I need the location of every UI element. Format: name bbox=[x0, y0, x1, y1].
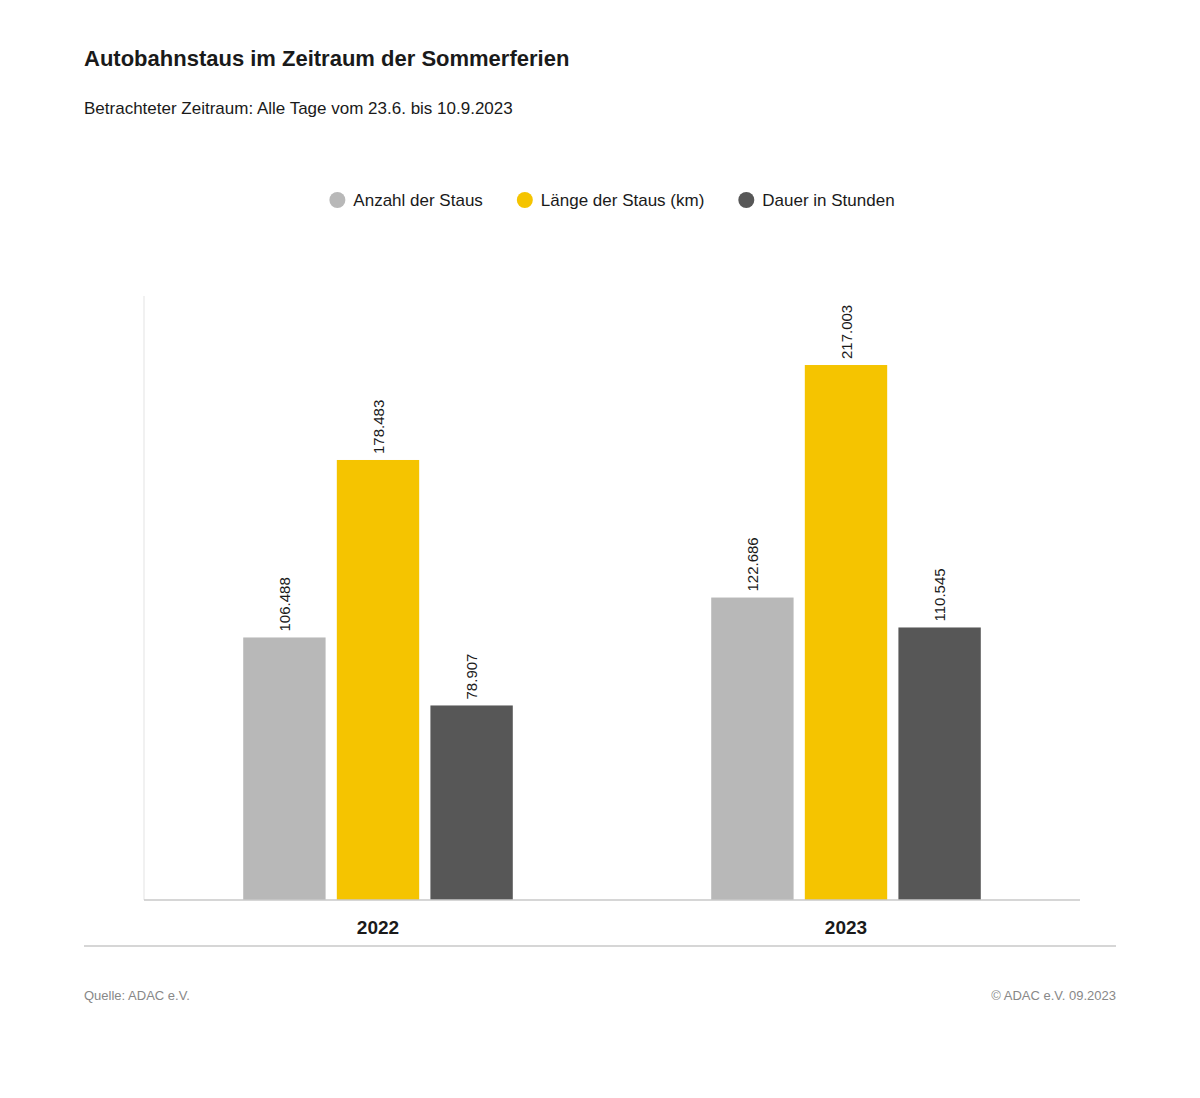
data-label: 217.003 bbox=[838, 305, 855, 359]
data-label: 122.686 bbox=[744, 537, 761, 591]
legend-label: Dauer in Stunden bbox=[762, 191, 894, 210]
subtitle: Betrachteter Zeitraum: Alle Tage vom 23.… bbox=[84, 99, 513, 118]
y-axis-line bbox=[144, 296, 145, 900]
legend-marker bbox=[738, 192, 754, 208]
footer-separator bbox=[84, 945, 1116, 947]
x-tick-label: 2023 bbox=[825, 917, 867, 938]
x-tick-label: 2022 bbox=[357, 917, 399, 938]
legend-item: Dauer in Stunden bbox=[738, 191, 894, 210]
data-labels: 106.488 178.483 78.907 122.686 217.003 110.54… bbox=[276, 305, 948, 700]
bar bbox=[243, 637, 325, 900]
chart: Autobahnstaus im Zeitraum der Sommerferi… bbox=[0, 0, 1200, 1098]
data-label: 78.907 bbox=[463, 654, 480, 700]
data-label: 178.483 bbox=[370, 400, 387, 454]
bars bbox=[243, 365, 981, 900]
axes: 2022 2023 bbox=[144, 296, 1080, 938]
legend-marker bbox=[517, 192, 533, 208]
legend-label: Länge der Staus (km) bbox=[541, 191, 704, 210]
legend: Anzahl der Staus Länge der Staus (km) Daue… bbox=[329, 191, 894, 210]
data-label: 110.545 bbox=[931, 568, 948, 621]
bar bbox=[805, 365, 887, 900]
legend-item: Länge der Staus (km) bbox=[517, 191, 704, 210]
background bbox=[0, 0, 1200, 1098]
bar bbox=[337, 460, 419, 900]
x-axis-line bbox=[144, 899, 1080, 901]
title: Autobahnstaus im Zeitraum der Sommerferi… bbox=[84, 46, 569, 71]
bar bbox=[898, 627, 980, 900]
footer-note: © ADAC e.V. 09.2023 bbox=[991, 988, 1116, 1003]
legend-marker bbox=[329, 192, 345, 208]
bar bbox=[430, 705, 512, 900]
legend-item: Anzahl der Staus bbox=[329, 191, 482, 210]
bar bbox=[711, 598, 793, 900]
data-label: 106.488 bbox=[276, 577, 293, 631]
footer-note: Quelle: ADAC e.V. bbox=[84, 988, 190, 1003]
legend-label: Anzahl der Staus bbox=[353, 191, 482, 210]
